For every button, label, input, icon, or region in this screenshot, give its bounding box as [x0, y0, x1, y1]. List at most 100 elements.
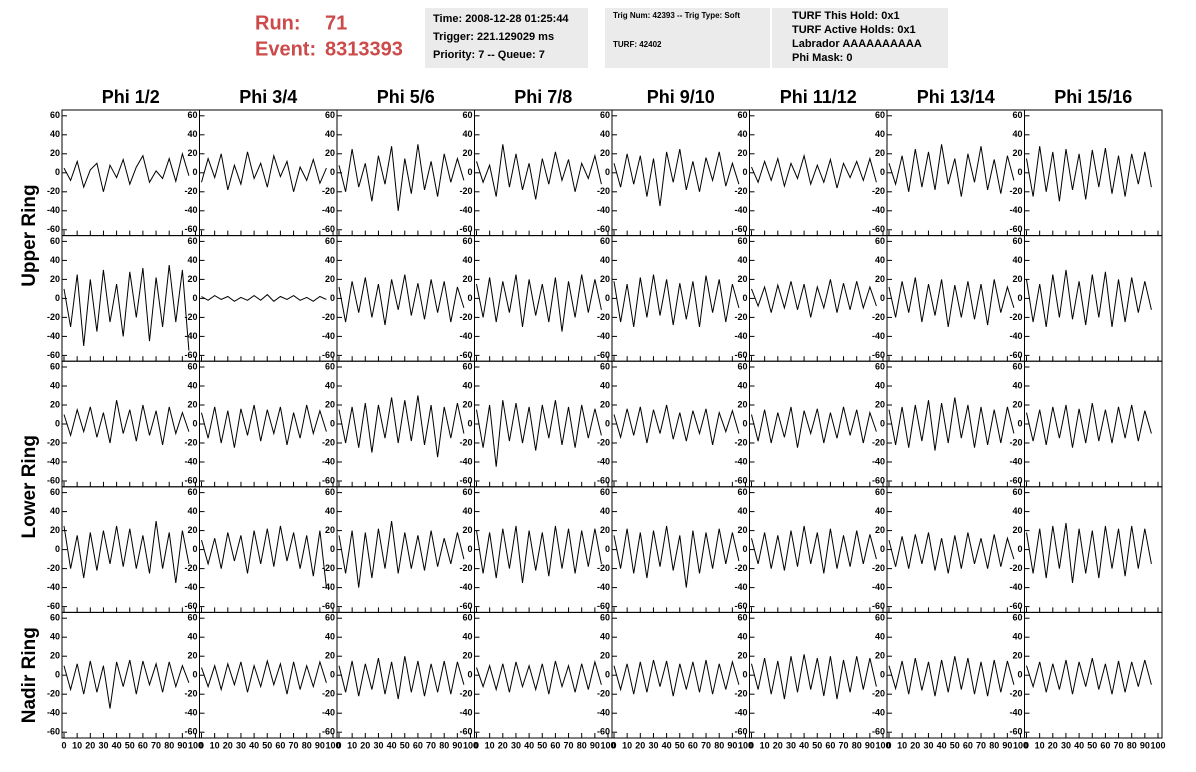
waveform: [1026, 522, 1152, 583]
x-tick-label: 90: [177, 740, 187, 750]
y-tick-label: 40: [187, 129, 197, 139]
y-tick-label: -40: [47, 456, 60, 466]
waveform: [63, 659, 190, 709]
y-tick-label: 40: [737, 632, 747, 642]
x-tick-label: 70: [151, 740, 161, 750]
x-tick-label: 0: [61, 740, 66, 750]
x-tick-label: 20: [910, 740, 920, 750]
y-tick-label: 0: [1017, 670, 1022, 680]
y-tick-label: 0: [605, 544, 610, 554]
y-tick-label: 0: [742, 670, 747, 680]
x-tick-label: 70: [1114, 740, 1124, 750]
x-tick-label: 40: [1074, 740, 1084, 750]
x-tick-label: 70: [289, 740, 299, 750]
x-tick-label: 10: [1035, 740, 1045, 750]
x-tick-label: 50: [262, 740, 272, 750]
y-tick-label: -40: [184, 331, 197, 341]
turf-hold: TURF This Hold: 0x1: [792, 10, 900, 22]
x-tick-label: 0: [474, 740, 479, 750]
waveform: [613, 659, 740, 697]
y-tick-label: 60: [1012, 110, 1022, 120]
x-tick-label: 40: [249, 740, 259, 750]
y-tick-label: -40: [1009, 205, 1022, 215]
y-tick-label: -60: [184, 475, 197, 485]
waveform: [1026, 269, 1152, 327]
y-tick-label: -60: [47, 601, 60, 611]
y-tick-label: -20: [47, 312, 60, 322]
x-tick-label: 50: [950, 740, 960, 750]
phi-mask: Phi Mask: 0: [792, 52, 853, 64]
y-tick-label: 0: [1017, 167, 1022, 177]
column-title: Phi 11/12: [780, 87, 857, 107]
y-tick-label: -40: [47, 708, 60, 718]
column-title: Phi 15/16: [1054, 87, 1132, 107]
y-tick-label: -40: [597, 708, 610, 718]
y-tick-label: -20: [734, 563, 747, 573]
y-tick-label: 20: [875, 651, 885, 661]
x-tick-label: 80: [989, 740, 999, 750]
y-tick-label: 40: [737, 380, 747, 390]
y-tick-label: 40: [50, 632, 60, 642]
time: Time: 2008-12-28 01:25:44: [433, 13, 569, 25]
y-tick-label: 60: [1012, 613, 1022, 623]
y-tick-label: -60: [184, 224, 197, 234]
y-tick-label: 60: [50, 236, 60, 246]
y-tick-label: 60: [462, 487, 472, 497]
x-tick-label: 100: [188, 740, 203, 750]
y-tick-label: 60: [737, 613, 747, 623]
y-tick-label: -60: [1009, 350, 1022, 360]
y-tick-label: -40: [184, 708, 197, 718]
y-tick-label: 0: [605, 167, 610, 177]
y-tick-label: -40: [184, 205, 197, 215]
x-tick-label: 40: [937, 740, 947, 750]
y-tick-label: -60: [322, 224, 335, 234]
y-tick-label: 20: [875, 399, 885, 409]
y-tick-label: -40: [872, 331, 885, 341]
row-title: Upper Ring: [19, 184, 40, 286]
y-tick-label: -20: [734, 312, 747, 322]
y-tick-label: -20: [322, 312, 335, 322]
x-tick-label: 60: [550, 740, 560, 750]
y-tick-label: 20: [325, 399, 335, 409]
waveform: [476, 659, 602, 695]
y-tick-label: 0: [330, 670, 335, 680]
y-tick-label: 20: [1012, 148, 1022, 158]
y-tick-label: -40: [734, 456, 747, 466]
y-tick-label: 0: [742, 544, 747, 554]
y-tick-label: -20: [734, 437, 747, 447]
y-tick-label: -40: [47, 331, 60, 341]
y-tick-label: 20: [187, 525, 197, 535]
x-tick-label: 50: [537, 740, 547, 750]
y-tick-label: 20: [50, 525, 60, 535]
y-tick-label: -40: [459, 331, 472, 341]
x-tick-label: 80: [439, 740, 449, 750]
y-tick-label: 0: [330, 293, 335, 303]
y-tick-label: 20: [737, 651, 747, 661]
x-tick-label: 40: [387, 740, 397, 750]
y-tick-label: -20: [872, 186, 885, 196]
y-tick-label: 60: [737, 361, 747, 371]
y-tick-label: 0: [605, 670, 610, 680]
y-tick-label: -20: [597, 563, 610, 573]
y-tick-label: 20: [875, 274, 885, 284]
x-tick-label: 30: [373, 740, 383, 750]
info-box: [425, 8, 588, 68]
y-tick-label: 20: [325, 148, 335, 158]
y-tick-label: 20: [737, 274, 747, 284]
y-tick-label: -40: [872, 456, 885, 466]
info-box: [772, 8, 948, 68]
x-tick-label: 70: [564, 740, 574, 750]
y-tick-label: 20: [462, 525, 472, 535]
y-tick-label: 20: [187, 148, 197, 158]
y-tick-label: -40: [734, 708, 747, 718]
y-tick-label: -60: [597, 727, 610, 737]
y-tick-label: 0: [467, 418, 472, 428]
y-tick-label: -20: [872, 437, 885, 447]
y-tick-label: -20: [184, 563, 197, 573]
y-tick-label: 60: [875, 361, 885, 371]
y-tick-label: 60: [600, 110, 610, 120]
waveform: [338, 274, 465, 326]
x-tick-label: 100: [325, 740, 340, 750]
y-tick-label: 60: [325, 236, 335, 246]
y-tick-label: -20: [1009, 312, 1022, 322]
